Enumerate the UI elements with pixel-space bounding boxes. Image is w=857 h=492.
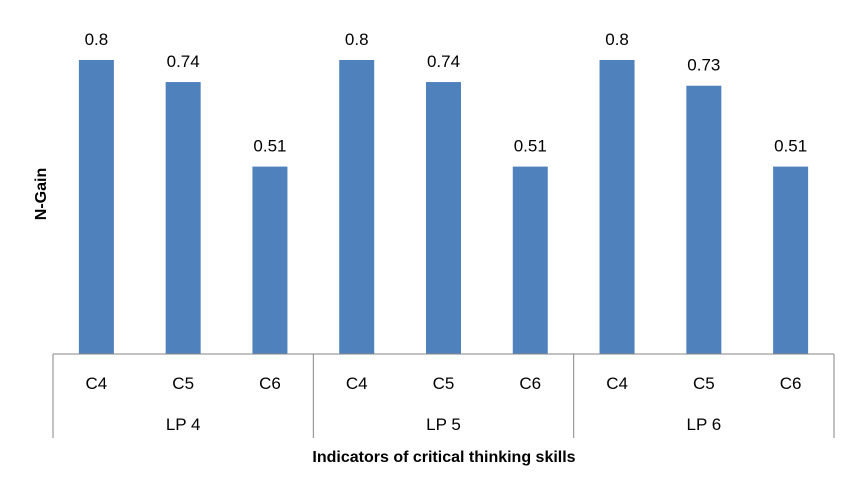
data-labels: 0.8 0.74 0.51 0.8 0.74 0.51 0.8 0.73 0.51 <box>85 30 808 156</box>
bar-lp6-c6 <box>773 166 809 354</box>
group-label: LP 6 <box>686 415 721 434</box>
bar-lp5-c5 <box>426 82 461 355</box>
x-axis-title: Indicators of critical thinking skills <box>312 449 575 466</box>
group-label: LP 5 <box>426 415 461 434</box>
data-label: 0.51 <box>253 137 286 156</box>
data-label: 0.74 <box>427 52 460 71</box>
data-label: 0.8 <box>345 30 369 49</box>
data-label: 0.8 <box>605 30 629 49</box>
y-axis-title: N-Gain <box>33 168 50 220</box>
bar-lp5-c4 <box>339 60 375 354</box>
category-tick-label: C6 <box>259 374 281 393</box>
data-label: 0.73 <box>687 56 720 75</box>
bar-lp5-c6 <box>512 166 548 354</box>
bar-lp4-c5 <box>165 82 201 355</box>
group-label: LP 4 <box>166 415 201 434</box>
category-axis: C4 C5 C6 LP 4 C4 C5 C6 LP 5 C4 C5 C6 LP 6 <box>52 353 835 438</box>
bar-lp6-c4 <box>599 60 635 354</box>
data-label: 0.8 <box>85 30 109 49</box>
data-label: 0.51 <box>774 137 807 156</box>
category-tick-label: C6 <box>780 374 802 393</box>
category-tick-label: C5 <box>433 374 455 393</box>
category-tick-label: C4 <box>346 374 368 393</box>
category-tick-label: C6 <box>519 374 541 393</box>
bar-lp6-c5 <box>686 85 722 354</box>
bar-lp4-c4 <box>78 60 114 354</box>
category-tick-label: C5 <box>172 374 194 393</box>
data-label: 0.74 <box>167 52 200 71</box>
data-label: 0.51 <box>514 137 547 156</box>
category-tick-label: C4 <box>86 374 108 393</box>
category-tick-label: C5 <box>693 374 715 393</box>
bar-lp4-c6 <box>252 166 288 354</box>
category-tick-label: C4 <box>606 374 628 393</box>
bars <box>78 60 809 355</box>
